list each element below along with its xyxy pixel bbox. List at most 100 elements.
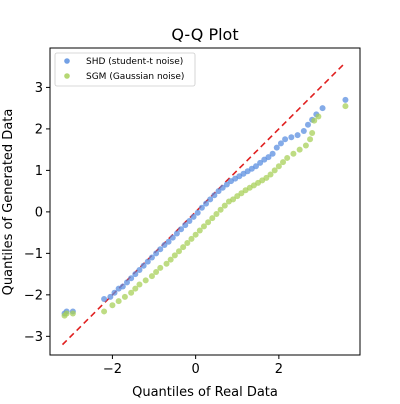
data-point: [207, 196, 214, 203]
data-point: [121, 293, 128, 300]
data-point: [169, 234, 176, 241]
data-point: [280, 159, 287, 166]
data-point: [213, 210, 220, 217]
data-point: [163, 260, 170, 267]
data-point: [282, 136, 289, 143]
data-point: [288, 134, 295, 141]
data-point: [267, 171, 274, 178]
data-point: [157, 264, 164, 271]
legend: SHD (student-t noise) SGM (Gaussian nois…: [54, 52, 196, 87]
data-point: [230, 196, 237, 203]
data-point: [196, 227, 203, 234]
data-point: [307, 136, 314, 143]
series-sgm: [61, 103, 349, 319]
y-tick-label: 0: [35, 205, 43, 220]
data-point: [111, 289, 118, 296]
plot-area: [49, 47, 361, 356]
data-point: [315, 113, 322, 120]
data-point: [215, 188, 222, 195]
data-point: [148, 254, 155, 261]
data-point: [144, 258, 151, 265]
legend-box: [54, 52, 196, 87]
data-point: [203, 200, 210, 207]
data-point: [311, 117, 318, 124]
data-point: [217, 206, 224, 213]
y-tick-label: −2: [24, 288, 43, 303]
legend-label-shd: SHD (student-t noise): [86, 57, 183, 67]
data-point: [302, 142, 309, 149]
data-point: [205, 219, 212, 226]
data-point: [188, 235, 195, 242]
data-point: [342, 103, 349, 110]
data-point: [175, 248, 182, 255]
legend-label-sgm: SGM (Gaussian noise): [86, 72, 184, 82]
data-point: [304, 121, 311, 128]
data-point: [223, 181, 230, 188]
data-point: [119, 283, 126, 290]
data-point: [101, 295, 108, 302]
data-point: [128, 289, 135, 296]
data-point: [157, 246, 164, 253]
data-point: [296, 146, 303, 153]
data-point: [101, 308, 108, 315]
data-point: [263, 174, 270, 181]
data-point: [63, 310, 70, 317]
data-point: [275, 163, 282, 170]
data-point: [290, 150, 297, 157]
data-point: [173, 230, 180, 237]
data-point: [277, 140, 284, 147]
data-point: [269, 150, 276, 157]
data-point: [271, 167, 278, 174]
data-point: [319, 105, 326, 112]
x-tick-label: −2: [103, 362, 122, 377]
x-axis-label: Quantiles of Real Data: [132, 385, 278, 400]
y-tick-label: 2: [35, 122, 43, 137]
data-point: [109, 302, 116, 309]
data-point: [186, 217, 193, 224]
data-point: [180, 244, 187, 251]
data-point: [184, 239, 191, 246]
data-point: [219, 184, 226, 191]
data-point: [132, 285, 139, 292]
data-point: [192, 231, 199, 238]
data-point: [211, 192, 218, 199]
data-point: [132, 271, 139, 278]
data-point: [123, 279, 130, 286]
data-point: [284, 154, 291, 161]
y-axis-label: Quantiles of Generated Data: [1, 109, 16, 296]
data-point: [153, 250, 160, 257]
data-point: [238, 190, 245, 197]
series-shd: [61, 96, 349, 317]
y-tick-label: 3: [35, 81, 43, 96]
data-point: [165, 238, 172, 245]
data-point: [136, 266, 143, 273]
reference-line: [61, 61, 347, 346]
legend-marker-shd: [64, 58, 70, 64]
data-point: [234, 193, 241, 200]
plot-frame: [49, 47, 361, 356]
data-point: [140, 262, 147, 269]
data-point: [190, 213, 197, 220]
data-point: [209, 215, 216, 222]
data-point: [69, 310, 76, 317]
y-tick-label: 1: [35, 164, 43, 179]
data-point: [252, 163, 259, 170]
data-point: [194, 209, 201, 216]
scatter-points-layer: [61, 96, 349, 319]
data-point: [294, 132, 301, 139]
data-point: [142, 277, 149, 284]
data-point: [107, 293, 114, 300]
data-point: [200, 223, 207, 230]
data-point: [221, 202, 228, 209]
axis-ticks-layer: −2 0 2 −3 −2 −1 0 1 2 3: [24, 81, 283, 377]
x-tick-label: 2: [275, 362, 283, 377]
legend-marker-sgm: [64, 73, 70, 79]
data-point: [161, 242, 168, 249]
data-point: [136, 281, 143, 288]
data-point: [182, 222, 189, 229]
data-point: [273, 144, 280, 151]
data-point: [198, 204, 205, 211]
data-point: [309, 130, 316, 137]
